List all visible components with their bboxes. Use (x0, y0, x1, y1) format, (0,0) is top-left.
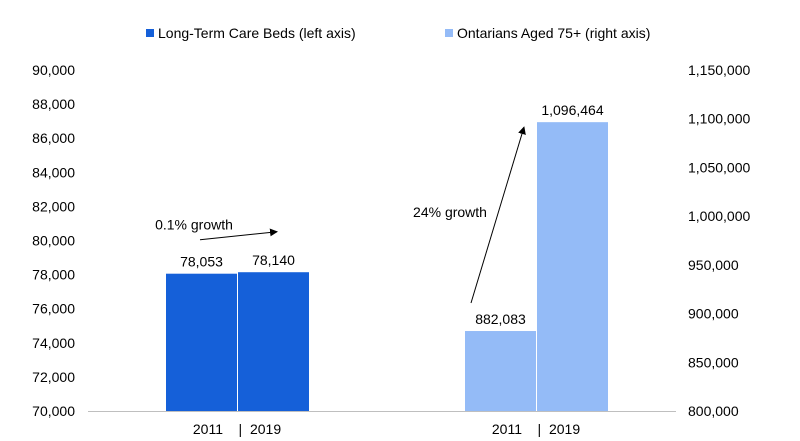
category-label: 2011 | 2019 (492, 421, 580, 437)
left-tick-label: 70,000 (32, 403, 75, 419)
left-tick-label: 80,000 (32, 233, 75, 249)
left-tick-label: 72,000 (32, 369, 75, 385)
data-labels: 78,053 78,140 882,083 1,096,464 (180, 102, 604, 327)
left-tick-label: 74,000 (32, 335, 75, 351)
right-tick-label: 1,150,000 (688, 62, 750, 78)
left-tick-label: 90,000 (32, 62, 75, 78)
left-tick-label: 88,000 (32, 96, 75, 112)
data-label: 78,053 (180, 254, 223, 270)
data-label: 78,140 (252, 252, 295, 268)
legend-label: Ontarians Aged 75+ (right axis) (457, 25, 650, 41)
growth-arrow (199, 228, 278, 241)
right-tick-label: 1,100,000 (688, 111, 750, 127)
left-axis: 70,000 72,000 74,000 76,000 78,000 80,000 82,0… (32, 62, 75, 419)
bar-2011 (166, 273, 237, 411)
left-tick-label: 78,000 (32, 267, 75, 283)
left-tick-label: 86,000 (32, 130, 75, 146)
right-tick-label: 1,000,000 (688, 208, 750, 224)
bars (166, 122, 608, 411)
x-axis-categories: 2011 | 2019 2011 | 2019 (193, 421, 580, 437)
legend: Long-Term Care Beds (left axis) Ontarians… (146, 25, 650, 41)
right-tick-label: 900,000 (688, 306, 739, 322)
bar-2019 (238, 272, 309, 411)
category-label: 2011 | 2019 (193, 421, 281, 437)
right-tick-label: 1,050,000 (688, 159, 750, 175)
right-tick-label: 850,000 (688, 354, 739, 370)
legend-swatch (445, 29, 453, 37)
left-tick-label: 76,000 (32, 301, 75, 317)
right-tick-label: 950,000 (688, 257, 739, 273)
growth-arrow (470, 126, 526, 304)
growth-annotation: 0.1% growth (155, 217, 233, 233)
data-label: 882,083 (475, 311, 526, 327)
right-tick-label: 800,000 (688, 403, 739, 419)
left-tick-label: 84,000 (32, 164, 75, 180)
legend-label: Long-Term Care Beds (left axis) (158, 25, 356, 41)
growth-annotation: 24% growth (413, 204, 487, 220)
bar-2011 (465, 331, 536, 411)
data-label: 1,096,464 (541, 102, 603, 118)
bar-2019 (537, 122, 608, 411)
left-tick-label: 82,000 (32, 198, 75, 214)
legend-swatch (146, 29, 154, 37)
right-axis: 800,000 850,000 900,000 950,000 1,000,000 1,0… (688, 62, 750, 419)
growth-annotations: 0.1% growth 24% growth (155, 126, 526, 304)
